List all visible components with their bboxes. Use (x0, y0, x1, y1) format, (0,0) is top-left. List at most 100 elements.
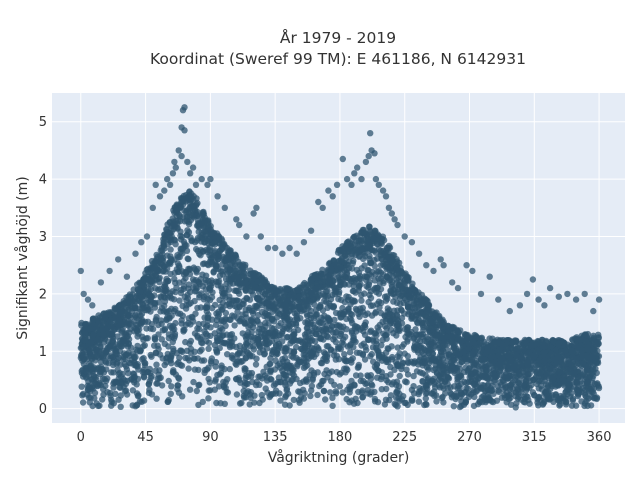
data-point (374, 284, 381, 292)
data-point (79, 390, 87, 398)
data-point (384, 274, 391, 281)
data-point (88, 376, 95, 383)
data-point (107, 317, 115, 324)
data-point (490, 371, 497, 378)
data-point (105, 330, 113, 338)
data-point (191, 348, 198, 355)
data-point (83, 373, 90, 380)
data-point (235, 258, 242, 265)
data-point (399, 343, 406, 350)
data-point (459, 343, 466, 350)
data-point (192, 310, 199, 317)
data-point (286, 320, 294, 327)
data-point (402, 399, 409, 407)
data-point (374, 231, 381, 238)
data-point (430, 357, 437, 364)
data-point (120, 375, 127, 383)
data-point (121, 361, 128, 368)
data-point (330, 303, 337, 311)
data-point (341, 355, 348, 363)
data-point (167, 246, 174, 253)
data-point (575, 391, 582, 398)
data-point (198, 357, 205, 364)
data-point (410, 372, 417, 380)
data-point (191, 355, 198, 362)
data-point (186, 386, 194, 393)
data-point (219, 293, 226, 300)
data-point (256, 373, 264, 380)
data-point (345, 281, 353, 288)
data-point (554, 353, 561, 360)
data-point (242, 394, 249, 401)
data-point (256, 381, 263, 388)
data-point (516, 360, 523, 368)
data-point (254, 294, 261, 302)
data-point (178, 233, 186, 241)
data-point (353, 232, 360, 239)
data-point (180, 285, 187, 293)
data-point (305, 298, 312, 305)
data-point (394, 403, 401, 410)
data-point (240, 387, 247, 395)
data-point (349, 287, 357, 295)
data-point (232, 252, 239, 259)
data-point (451, 383, 458, 390)
data-point (253, 355, 260, 362)
data-point (450, 403, 457, 410)
data-point (179, 198, 186, 205)
data-point (199, 271, 206, 278)
data-point (242, 365, 249, 373)
data-point (212, 321, 220, 328)
data-point (251, 399, 258, 406)
data-point (336, 383, 344, 390)
data-point (533, 369, 540, 377)
data-point (339, 389, 346, 396)
data-point (324, 351, 331, 358)
data-point (352, 305, 360, 313)
data-point (86, 399, 94, 406)
data-point (298, 296, 305, 303)
data-point (275, 322, 282, 329)
data-point (194, 334, 201, 341)
data-point (104, 389, 111, 396)
data-point (245, 369, 253, 377)
data-point (157, 308, 164, 315)
data-point (563, 398, 570, 405)
data-point (140, 343, 147, 350)
data-point (436, 322, 443, 329)
data-point (389, 353, 396, 361)
data-point (390, 379, 397, 386)
data-point (350, 257, 357, 265)
data-point (157, 293, 164, 300)
data-point (78, 383, 85, 390)
data-point (193, 201, 200, 208)
data-point (156, 278, 163, 286)
data-point (342, 273, 349, 281)
data-point (333, 321, 341, 329)
data-point (153, 395, 160, 402)
data-point (79, 351, 86, 359)
data-point (123, 391, 131, 398)
data-point (562, 347, 569, 355)
data-point (526, 355, 533, 362)
data-point (238, 399, 245, 407)
data-point (104, 375, 111, 382)
data-point (226, 343, 234, 351)
data-point (205, 261, 212, 269)
data-point (180, 328, 187, 335)
data-point (115, 371, 123, 378)
data-point (184, 294, 192, 302)
data-point (320, 355, 327, 363)
data-point (182, 274, 189, 282)
data-point (348, 311, 356, 318)
data-point (173, 284, 180, 291)
data-point (133, 321, 140, 328)
data-point (299, 339, 306, 347)
data-point (353, 349, 361, 356)
data-point (585, 385, 592, 392)
data-point (276, 301, 284, 309)
data-point (294, 326, 302, 334)
data-point (282, 382, 289, 389)
data-point (389, 251, 396, 259)
data-point (161, 287, 168, 294)
